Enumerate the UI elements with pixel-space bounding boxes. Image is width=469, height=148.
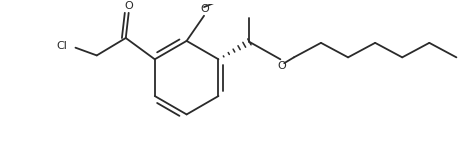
Text: O: O (124, 1, 133, 11)
Text: O: O (277, 61, 286, 71)
Text: O: O (201, 4, 209, 14)
Text: Cl: Cl (57, 41, 68, 51)
